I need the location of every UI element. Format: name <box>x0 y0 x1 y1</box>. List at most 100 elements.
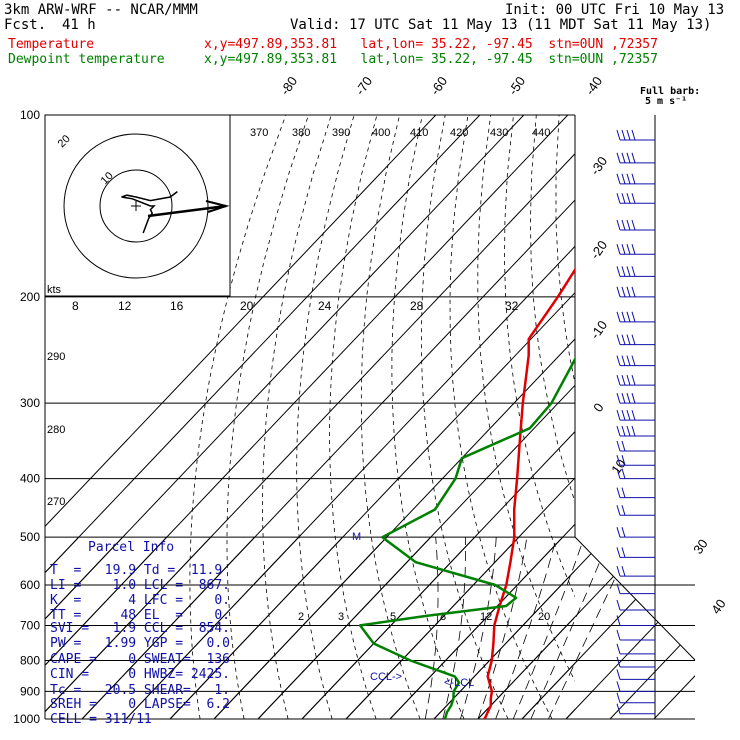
moist-adiabat-line <box>477 537 535 719</box>
wind-barb-flag <box>621 219 626 231</box>
theta-label: 280 <box>47 424 65 436</box>
isotherm-label: -30 <box>587 154 610 178</box>
theta-label: 410 <box>410 127 428 139</box>
wind-barb-flag <box>631 425 636 437</box>
isotherm-label: -80 <box>277 74 300 98</box>
wind-barb-flag <box>621 244 626 255</box>
wind-barb-flag <box>616 615 621 626</box>
hodograph-speed-tick: 12 <box>118 299 132 313</box>
dry-adiabat-line <box>504 115 575 598</box>
parcel-row: TT = 48 EL = 0. <box>50 608 231 623</box>
wind-barb-flag <box>626 355 631 366</box>
wind-barb-flag <box>631 393 636 404</box>
isotherm-line <box>653 537 695 719</box>
theta-label: 270 <box>47 496 65 508</box>
parcel-row: CAPE = 0 SWEAT= 136 <box>50 652 231 667</box>
wind-barb-flag <box>616 455 621 466</box>
wind-barb-flag <box>626 425 631 437</box>
wind-barb-flag <box>631 334 636 345</box>
pressure-tick-label: 100 <box>20 108 40 122</box>
theta-label: 390 <box>332 127 350 139</box>
theta-label: 420 <box>450 127 468 139</box>
pressure-tick-label: 300 <box>20 396 40 410</box>
isotherm-line <box>654 115 740 719</box>
wind-barb-flag <box>616 669 621 680</box>
isotherm-line <box>45 115 481 574</box>
pressure-tick-label: 700 <box>20 618 40 632</box>
hodograph-ring <box>99 169 173 243</box>
isotherm-label: 0 <box>590 400 606 415</box>
dry-adiabat-line <box>627 115 740 719</box>
wind-barb-flag <box>631 311 636 322</box>
isotherm-line <box>257 384 575 719</box>
mixing-ratio-label: 12 <box>480 611 492 623</box>
isotherm-line <box>45 115 437 528</box>
wind-barb-flag <box>616 355 621 366</box>
moist-adiabat-line <box>495 537 579 719</box>
fcst-label: Fcst. <box>4 17 47 33</box>
wind-barb-flag <box>621 468 626 479</box>
wind-barb-flag <box>616 656 621 668</box>
isotherm-label: -40 <box>582 74 605 98</box>
isotherm-line <box>565 708 575 719</box>
dry-adiabat-line <box>449 115 553 719</box>
wind-barb-flag <box>616 629 621 641</box>
theta-label: 430 <box>490 127 508 139</box>
wind-barb-flag <box>621 129 626 141</box>
wind-barb-flag <box>626 219 631 231</box>
parcel-row: K = 4 LFC = 0. <box>50 593 231 608</box>
wind-barb-flag <box>626 311 631 322</box>
wind-barb-flag <box>621 393 626 404</box>
temperature-legend: Temperature <box>8 37 95 52</box>
storm-motion-arrowhead <box>205 200 230 213</box>
hodograph-ring-label: kts <box>47 284 62 296</box>
wind-barb-flag <box>621 455 626 466</box>
wind-barb-flag <box>631 244 636 255</box>
hodograph-speed-tick: 32 <box>505 299 519 313</box>
wind-barb-flag <box>616 681 621 692</box>
parcel-row: LI = 1.0 LCL = 867. <box>50 578 231 593</box>
wind-barb-flag <box>616 393 621 404</box>
wind-barb-flag <box>616 334 621 345</box>
mixing-ratio-label: 20 <box>538 611 550 623</box>
hodograph-speed-tick: 16 <box>170 299 184 313</box>
wind-barb-flag <box>631 409 636 421</box>
wind-barb-flag <box>631 219 636 231</box>
wind-barb-flag <box>616 468 621 479</box>
isotherm-label: 40 <box>708 596 729 616</box>
wind-barb-flag <box>616 505 621 516</box>
barb-key-line1: Full barb: <box>640 86 701 97</box>
init-time: Init: 00 UTC Fri 10 May 13 <box>505 2 725 18</box>
wind-barb-flag <box>616 286 621 297</box>
mixing-ratio-label: 2 <box>298 611 304 623</box>
dry-adiabat-line <box>673 115 740 719</box>
isotherm-line <box>521 537 695 719</box>
isotherm-line <box>477 616 575 719</box>
wind-barb-flag <box>616 219 621 231</box>
fcst-value: 41 h <box>62 17 96 33</box>
model-title: 3km ARW-WRF -- NCAR/MMM <box>4 2 198 18</box>
isotherm-line <box>213 537 695 719</box>
wind-barb-flag <box>616 440 621 452</box>
theta-label: 400 <box>372 127 390 139</box>
dry-adiabat-line <box>391 115 465 719</box>
dry-adiabat-line <box>189 115 287 719</box>
storm-motion-arrow <box>147 204 227 218</box>
hodograph-speed-tick: 20 <box>240 299 254 313</box>
wind-barb-flag <box>631 173 636 184</box>
wind-barb-flag <box>621 193 626 204</box>
wind-barb-flag <box>616 703 621 714</box>
wind-barb-flag <box>631 193 636 204</box>
mixing-ratio-label: 3 <box>338 611 344 623</box>
isotherm-line <box>433 537 695 719</box>
wind-barb-flag <box>631 286 636 297</box>
isotherm-line <box>45 537 525 719</box>
temperature-profile-line <box>483 267 575 719</box>
dry-adiabat-line <box>477 115 575 682</box>
dry-adiabat-line <box>329 115 378 719</box>
wind-barb-flag <box>621 266 626 277</box>
theta-label: 290 <box>47 351 65 363</box>
wind-barb-flag <box>621 505 626 516</box>
wind-barb-flag <box>616 583 621 594</box>
wind-barb-flag <box>626 129 631 141</box>
